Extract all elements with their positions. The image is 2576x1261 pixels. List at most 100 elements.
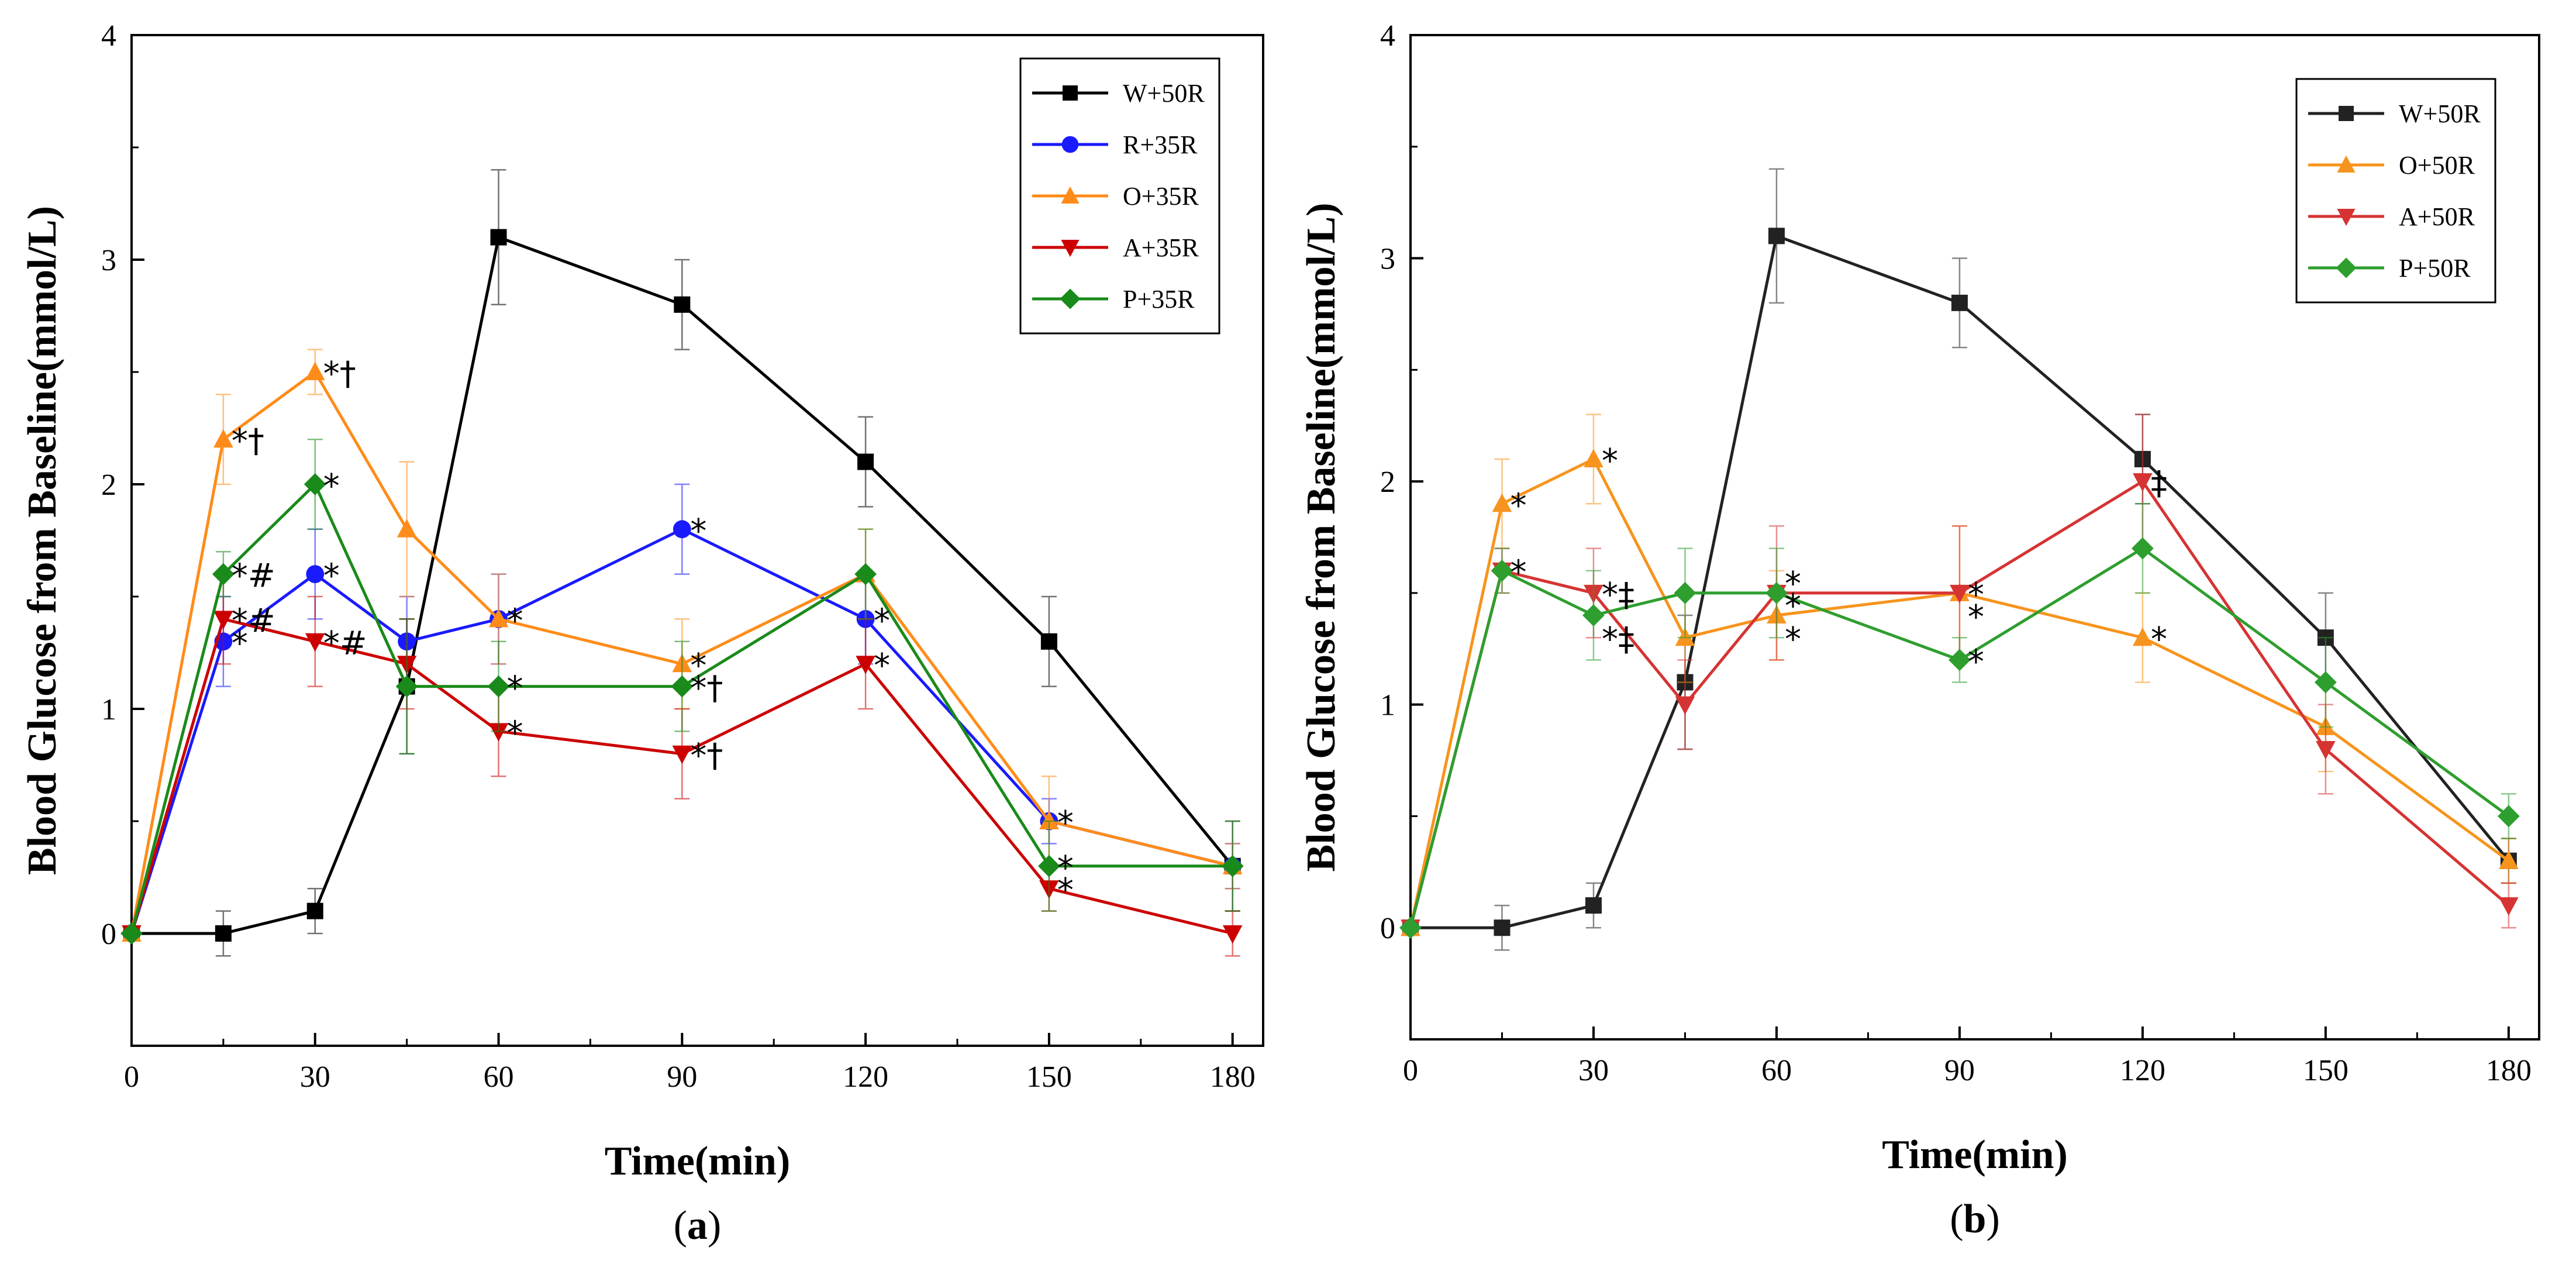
significance-marker: * — [232, 625, 248, 663]
chart-a-x-tick-label: 60 — [484, 1060, 514, 1094]
legend-label: P+50R — [2399, 254, 2471, 282]
chart-b-x-tick-label: 60 — [1761, 1054, 1792, 1087]
chart-b-x-tick-label: 180 — [2486, 1054, 2532, 1087]
chart-a-x-tick-label: 180 — [1210, 1060, 1256, 1094]
data-point — [2316, 740, 2336, 760]
chart-a-y-tick-label: 3 — [101, 244, 116, 277]
chart-a-y-tick-label: 2 — [101, 468, 116, 502]
legend-marker — [2336, 257, 2357, 278]
chart-b-svg: 0 30 60 90 120 150 180 0 1 2 3 4 Time(min) Blood Gluc… — [1299, 19, 2540, 1242]
data-point — [673, 520, 691, 539]
chart-b-y-tick-label: 1 — [1380, 689, 1395, 722]
chart-a-x-axis-title: Time(min) — [605, 1139, 791, 1184]
significance-marker: *# — [232, 557, 275, 595]
data-point — [2133, 473, 2153, 492]
legend-item-w-50r: W+50R — [2308, 99, 2481, 128]
significance-marker: * — [874, 602, 890, 640]
legend-label: R+35R — [1123, 130, 1198, 159]
data-point — [1674, 581, 1696, 604]
chart-b-y-tick-label: 2 — [1380, 466, 1395, 499]
significance-marker: *‡ — [1602, 576, 1634, 614]
significance-marker: * — [507, 670, 523, 708]
data-point — [856, 656, 875, 674]
chart-a-x-tick-label: 90 — [667, 1060, 697, 1094]
data-point — [857, 453, 874, 470]
data-point — [490, 229, 507, 246]
data-point — [1038, 855, 1060, 877]
chart-a-y-tick-label: 1 — [101, 693, 116, 726]
data-point — [2499, 850, 2519, 869]
legend-label: P+35R — [1123, 285, 1195, 313]
data-point — [306, 902, 323, 919]
significance-marker: *† — [232, 422, 264, 460]
chart-a-y-axis-title: Blood Glucose from Baseline(mmol/L) — [20, 206, 65, 875]
legend-label: O+35R — [1123, 182, 1199, 211]
legend-marker — [2339, 106, 2354, 121]
significance-marker: *† — [690, 670, 723, 708]
chart-a-panel-label: (a) — [674, 1203, 722, 1248]
data-point — [1950, 584, 1970, 604]
legend-marker — [1061, 136, 1079, 153]
data-point — [1584, 449, 1603, 467]
significance-marker: * — [2151, 621, 2167, 659]
chart-b-y-tick-label: 0 — [1380, 912, 1395, 945]
data-point — [2499, 897, 2519, 916]
significance-marker: * — [1785, 621, 1801, 659]
data-point — [1951, 294, 1968, 311]
legend-item-r-35r: R+35R — [1032, 130, 1198, 159]
significance-marker: *‡ — [1602, 621, 1634, 659]
legend-item-o-35r: O+35R — [1032, 182, 1199, 211]
data-point — [488, 723, 509, 742]
data-point — [1222, 925, 1243, 944]
chart-a-y-tick-label: 4 — [101, 19, 116, 53]
data-point — [1040, 633, 1057, 650]
significance-marker: *# — [323, 625, 367, 663]
data-point — [1039, 811, 1059, 829]
legend-marker — [1060, 288, 1081, 309]
data-point — [1585, 897, 1602, 914]
data-point — [396, 519, 417, 538]
chart-b-x-axis-title: Time(min) — [1882, 1132, 2068, 1177]
significance-marker: * — [690, 512, 706, 550]
significance-marker: * — [323, 467, 340, 505]
chart-b-x-tick-label: 30 — [1578, 1054, 1609, 1087]
data-point — [213, 611, 233, 629]
chart-panel-b: 0 30 60 90 120 150 180 0 1 2 3 4 Time(min) Blood Gluc… — [1288, 0, 2575, 1261]
chart-a-x-tick-label: 150 — [1026, 1060, 1072, 1094]
data-point — [213, 429, 233, 448]
significance-marker: * — [507, 714, 523, 752]
data-point — [1675, 696, 1695, 715]
data-point — [304, 473, 326, 495]
chart-a-x-tick-label: 0 — [124, 1060, 139, 1094]
significance-marker: *# — [232, 602, 275, 640]
significance-marker: * — [1510, 487, 1526, 525]
data-point — [671, 675, 694, 698]
significance-marker: * — [1057, 804, 1074, 842]
chart-b-x-tick-label: 0 — [1403, 1054, 1418, 1087]
data-point — [487, 675, 510, 698]
significance-marker: * — [1785, 565, 1801, 603]
data-point — [1949, 649, 1971, 671]
data-point — [305, 361, 325, 380]
data-point — [672, 745, 692, 764]
data-point — [306, 565, 325, 583]
significance-marker: * — [1057, 871, 1074, 909]
significance-marker: * — [1602, 442, 1618, 480]
data-point — [1494, 919, 1511, 936]
data-point — [488, 608, 509, 628]
chart-panel-a: 0 30 60 90 120 150 180 0 1 2 3 4 Time(min) Blood Gluc… — [20, 19, 1264, 1248]
data-point — [1221, 855, 1244, 877]
data-point — [212, 563, 235, 585]
significance-marker: ‡ — [2151, 464, 2167, 502]
data-point — [120, 922, 143, 945]
chart-b-y-axis-title: Blood Glucose from Baseline(mmol/L) — [1299, 203, 1344, 872]
significance-marker: * — [323, 557, 340, 595]
legend-label: W+50R — [1123, 79, 1205, 108]
significance-marker: * — [1968, 598, 1984, 636]
legend-marker — [1061, 186, 1080, 204]
chart-b-x-tick-label: 120 — [2120, 1054, 2165, 1087]
legend-marker — [2337, 155, 2356, 173]
chart-a-x-tick-label: 120 — [843, 1060, 888, 1094]
legend-marker — [1063, 85, 1078, 101]
data-point — [1768, 228, 1785, 244]
